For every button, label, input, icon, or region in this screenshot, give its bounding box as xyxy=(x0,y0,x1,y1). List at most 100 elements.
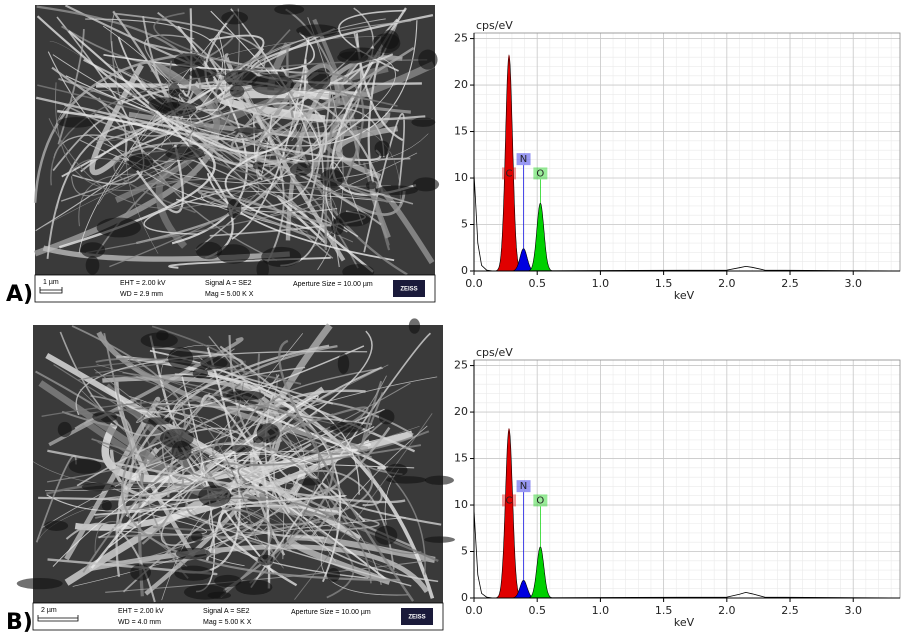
y-tick-label: 25 xyxy=(454,359,468,372)
pore xyxy=(412,177,440,192)
pore xyxy=(289,163,312,176)
fiber xyxy=(36,15,307,155)
fiber xyxy=(222,394,334,592)
pore xyxy=(195,241,223,260)
fiber xyxy=(160,408,270,546)
signal: Signal A = SE2 xyxy=(205,280,252,287)
peak-label: C xyxy=(506,168,513,179)
fiber xyxy=(108,395,319,548)
pore xyxy=(16,577,63,590)
x-tick-label: 2.0 xyxy=(718,277,736,290)
fiber xyxy=(230,46,415,150)
peak-label-box xyxy=(516,480,531,493)
fiber xyxy=(53,364,422,555)
pore xyxy=(386,476,427,484)
fiber xyxy=(85,198,332,254)
peak xyxy=(526,546,555,599)
fiber xyxy=(121,424,400,582)
fiber xyxy=(142,16,364,167)
x-tick-label: 1.0 xyxy=(592,277,610,290)
pore xyxy=(418,49,438,70)
fiber xyxy=(278,339,415,602)
pore xyxy=(224,70,258,87)
x-tick-label: 0.0 xyxy=(465,604,483,617)
fiber xyxy=(304,517,380,532)
fiber xyxy=(168,29,291,116)
signal: Signal A = SE2 xyxy=(203,608,250,615)
fiber xyxy=(35,370,119,427)
pore xyxy=(148,97,180,112)
fiber xyxy=(200,460,387,580)
pore xyxy=(68,458,102,474)
y-tick-label: 5 xyxy=(461,218,468,231)
pore xyxy=(233,127,265,134)
fiber xyxy=(48,118,274,209)
x-tick-label: 2.5 xyxy=(781,604,799,617)
y-tick-label: 0 xyxy=(461,591,468,604)
fiber xyxy=(135,348,235,423)
pore xyxy=(198,485,232,507)
wd: WD = 4.0 mm xyxy=(118,619,161,626)
fiber xyxy=(250,332,432,589)
pore xyxy=(230,444,253,453)
fiber xyxy=(135,461,412,587)
pore xyxy=(165,146,205,161)
fiber xyxy=(71,325,186,466)
fiber xyxy=(33,52,196,203)
logo-box xyxy=(393,280,425,297)
x-axis-label: keV xyxy=(674,289,695,302)
fiber xyxy=(175,81,199,130)
pore xyxy=(411,117,436,127)
eht: EHT = 2.00 kV xyxy=(120,280,166,287)
pore xyxy=(130,564,152,581)
x-tick-label: 0.5 xyxy=(528,277,546,290)
fiber xyxy=(217,466,374,540)
pore xyxy=(175,547,211,560)
fiber xyxy=(136,144,185,214)
fiber xyxy=(91,438,355,599)
fiber xyxy=(75,350,368,416)
fiber xyxy=(240,123,302,166)
fiber xyxy=(40,122,401,229)
fiber xyxy=(205,454,271,589)
pore xyxy=(192,368,209,379)
pore xyxy=(142,417,174,425)
pore xyxy=(251,73,294,96)
fiber xyxy=(143,170,305,235)
fiber xyxy=(46,425,375,512)
fiber xyxy=(172,366,306,483)
fiber xyxy=(141,382,411,498)
x-tick-label: 1.5 xyxy=(655,277,673,290)
fiber xyxy=(204,517,406,567)
fiber xyxy=(197,189,332,240)
fiber xyxy=(97,534,275,584)
logo-box xyxy=(401,608,433,625)
fiber xyxy=(271,366,442,526)
pore xyxy=(80,242,106,258)
pore xyxy=(365,181,377,190)
fiber xyxy=(257,63,341,143)
y-tick-label: 10 xyxy=(454,498,468,511)
fiber xyxy=(98,330,373,539)
y-tick-label: 25 xyxy=(454,32,468,45)
panel-label: A) xyxy=(6,282,33,307)
fiber xyxy=(90,395,303,462)
peak-label-box xyxy=(533,167,548,180)
fiber xyxy=(103,31,315,72)
pore xyxy=(339,47,382,61)
fiber xyxy=(95,510,207,535)
fiber xyxy=(224,148,310,230)
spectrum-line xyxy=(473,173,901,272)
pore xyxy=(221,11,249,25)
peak-label-box xyxy=(533,494,548,507)
fiber xyxy=(129,358,374,434)
pore xyxy=(374,140,391,157)
mag: Mag = 5.00 K X xyxy=(203,619,252,626)
fiber xyxy=(94,497,372,584)
peak-label: C xyxy=(506,495,513,506)
pore xyxy=(200,357,228,370)
fiber xyxy=(96,486,296,504)
pore xyxy=(408,318,421,334)
fiber xyxy=(250,389,366,556)
fiber xyxy=(109,177,260,268)
